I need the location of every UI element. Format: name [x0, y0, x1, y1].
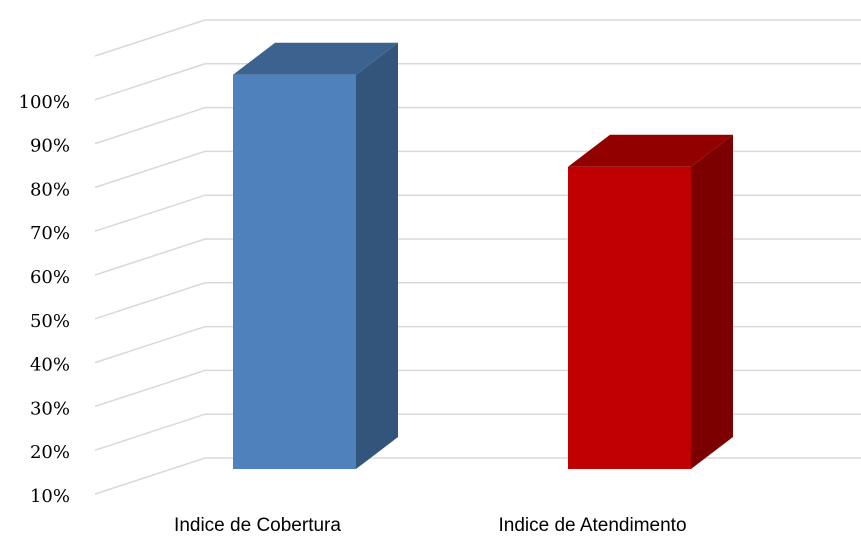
y-tick-label: 40% [30, 355, 70, 376]
y-tick-label: 100% [19, 92, 70, 113]
bar-side [356, 42, 398, 470]
bar [233, 42, 398, 470]
grid-line [94, 150, 861, 189]
bar-side [691, 134, 733, 469]
grid-line [94, 325, 861, 364]
bar [568, 134, 733, 469]
y-tick-label: 80% [30, 179, 70, 200]
wall-edge [94, 19, 861, 57]
bar-top [568, 134, 733, 167]
bar-front [568, 166, 691, 469]
grid-line [94, 194, 861, 232]
grid-line [94, 238, 861, 276]
y-tick-label: 10% [30, 486, 70, 507]
grid-line [94, 63, 861, 101]
grid-line [94, 369, 861, 408]
y-tick-label: 70% [30, 223, 70, 244]
y-tick-label: 50% [30, 311, 70, 332]
bar-top [233, 42, 398, 75]
y-tick-label: 60% [30, 267, 70, 288]
x-tick-label: Indice de Cobertura [174, 515, 341, 536]
grid-line [94, 106, 861, 145]
y-tick-label: 30% [30, 398, 70, 419]
grid-line [94, 282, 861, 320]
x-tick-label: Indice de Atendimento [498, 515, 686, 536]
y-tick-label: 90% [30, 136, 70, 157]
y-tick-label: 20% [30, 442, 70, 463]
grid-line [94, 413, 861, 451]
bar-front [233, 74, 356, 470]
grid-line [94, 457, 861, 495]
